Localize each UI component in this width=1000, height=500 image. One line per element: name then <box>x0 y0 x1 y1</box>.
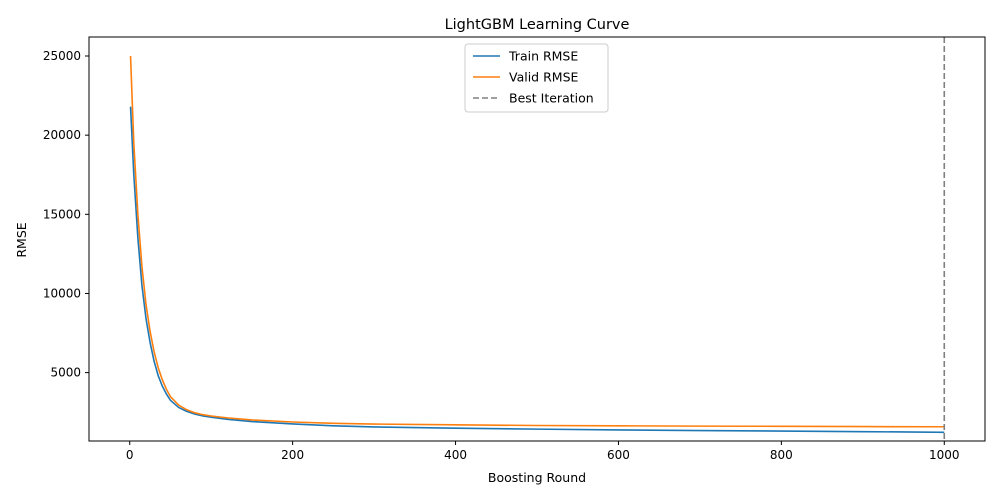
y-tick-label: 10000 <box>43 286 81 300</box>
series-line-valid-rmse <box>129 55 945 428</box>
x-axis: 0 200 400 600 800 1000 <box>126 441 960 462</box>
y-tick-label: 25000 <box>43 49 81 63</box>
legend-label: Best Iteration <box>509 91 594 106</box>
plot-area <box>129 37 946 441</box>
y-axis-label: RMSE <box>14 222 29 257</box>
legend-label: Train RMSE <box>508 49 578 64</box>
x-tick-label: 400 <box>444 448 467 462</box>
x-axis-label: Boosting Round <box>488 470 586 485</box>
y-tick-label: 20000 <box>43 128 81 142</box>
legend-label: Valid RMSE <box>509 70 578 85</box>
legend: Train RMSE Valid RMSE Best Iteration <box>464 43 609 113</box>
x-tick-label: 1000 <box>929 448 960 462</box>
series-line-train-rmse <box>129 106 945 434</box>
x-tick-label: 600 <box>607 448 630 462</box>
y-tick-label: 5000 <box>50 366 81 380</box>
legend-box <box>464 43 609 113</box>
x-tick-label: 200 <box>281 448 304 462</box>
chart-title: LightGBM Learning Curve <box>445 17 630 33</box>
plot-frame <box>88 36 986 442</box>
y-axis: 5000 10000 15000 20000 25000 <box>43 49 89 380</box>
x-tick-label: 0 <box>126 448 134 462</box>
x-tick-label: 800 <box>770 448 793 462</box>
y-tick-label: 15000 <box>43 207 81 221</box>
